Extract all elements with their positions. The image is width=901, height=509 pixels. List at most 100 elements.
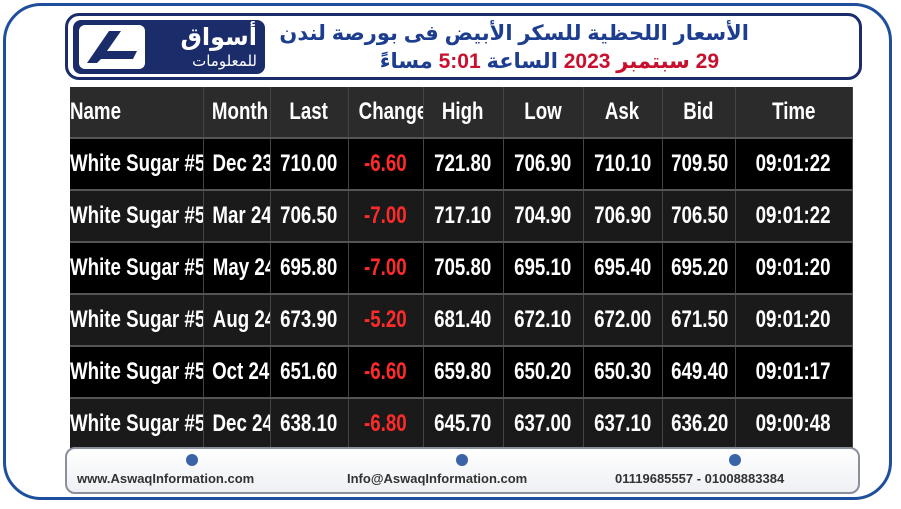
cell-text: 721.80 [434,150,492,177]
cell-text: 706.90 [514,150,572,177]
table-cell: Dec 24 [203,398,271,449]
table-cell: 709.50 [662,138,736,190]
cell-text: Dec 23 [212,150,270,177]
web-icon [186,454,198,466]
column-header-text: Bid [683,98,714,125]
website: www.AswaqInformation.com [77,471,255,486]
cell-text: 695.20 [670,254,728,281]
cell-text: 717.10 [434,202,492,229]
table-cell: 09:01:20 [735,242,853,294]
table-row: White Sugar #5 Oct 24 651.60 -6.60 659.80 650… [70,346,853,398]
cell-text: White Sugar #5 [70,202,203,229]
cell-text: 650.20 [514,358,572,385]
cell-text: -7.00 [364,254,407,281]
cell-text: 637.00 [514,410,572,437]
cell-text: 706.50 [670,202,728,229]
column-header: Name [70,87,204,138]
table-cell: -6.80 [348,398,424,449]
table-cell: 705.80 [423,242,504,294]
title: الأسعار اللحظية للسكر الأبيض فى بورصة لن… [279,22,749,45]
table-cell: May 24 [203,242,271,294]
cell-text: -6.80 [364,410,407,437]
table-cell: White Sugar #5 [70,346,204,398]
cell-text: White Sugar #5 [70,306,203,333]
table-cell: 638.10 [270,398,349,449]
table-cell: 695.20 [662,242,736,294]
table-row: White Sugar #5 Dec 23 710.00 -6.60 721.80 706… [70,138,853,190]
cell-text: 706.50 [280,202,338,229]
cell-text: 695.10 [514,254,572,281]
cell-text: 659.80 [434,358,492,385]
cell-text: 649.40 [670,358,728,385]
column-header-text: Change [358,98,423,125]
cell-text: 710.00 [280,150,338,177]
header: أسواق للمعلومات الأسعار اللحظية للسكر ال… [65,13,862,80]
cell-text: 695.40 [593,254,652,281]
cell-text: 09:01:17 [756,358,831,385]
cell-text: White Sugar #5 [70,254,203,281]
cell-text: 637.10 [593,410,652,437]
cell-text: 709.50 [670,150,728,177]
cell-text: 704.90 [514,202,572,229]
table-cell: 09:01:22 [735,190,853,242]
logo-tagline: للمعلومات [192,53,257,70]
email-icon [456,454,468,466]
table-cell: 659.80 [423,346,504,398]
cell-text: May 24 [212,254,270,281]
table-cell: 650.20 [503,346,584,398]
cell-text: 672.00 [593,306,652,333]
cell-text: 645.70 [434,410,492,437]
table-cell: 672.00 [583,294,663,346]
phones: 01119685557 - 01008883384 [615,471,785,486]
table-cell: 710.00 [270,138,349,190]
table-cell: 706.50 [662,190,736,242]
column-header: Bid [662,87,736,138]
frame [3,3,892,500]
column-header: High [423,87,504,138]
column-header-text: Last [289,98,329,125]
column-header-text: Low [524,98,562,125]
table-cell: 637.00 [503,398,584,449]
cell-text: -6.60 [364,358,407,385]
price-table: Name Month Last Change High Low Ask Bid Time Whi… [70,87,853,449]
column-header-text: High [442,98,484,125]
cell-text: White Sugar #5 [70,358,203,385]
table-cell: 636.20 [662,398,736,449]
cell-text: 650.30 [593,358,652,385]
table-row: White Sugar #5 May 24 695.80 -7.00 705.80 695… [70,242,853,294]
table-cell: 651.60 [270,346,349,398]
table-cell: 695.40 [583,242,663,294]
time: 5:01 [438,50,481,73]
table-cell: White Sugar #5 [70,242,204,294]
table-cell: 681.40 [423,294,504,346]
logo-mark [87,31,137,63]
cell-text: 673.90 [280,306,338,333]
table-cell: 721.80 [423,138,504,190]
logo-icon [79,25,145,69]
logo: أسواق للمعلومات [73,20,265,74]
date: 29 سبتمبر 2023 [563,50,719,73]
table-cell: 706.50 [270,190,349,242]
table-cell: 09:01:22 [735,138,853,190]
cell-text: 672.10 [514,306,572,333]
table-cell: 09:00:48 [735,398,853,449]
cell-text: 638.10 [280,410,338,437]
period: مساءً [379,50,433,73]
table-cell: 637.10 [583,398,663,449]
table-cell: Aug 24 [203,294,271,346]
table-cell: -6.60 [348,346,424,398]
cell-text: -6.60 [364,150,407,177]
table-cell: Dec 23 [203,138,271,190]
table-cell: 671.50 [662,294,736,346]
table-cell: 672.10 [503,294,584,346]
cell-text: 671.50 [670,306,728,333]
cell-text: Aug 24 [212,306,270,333]
table-cell: -7.00 [348,190,424,242]
table-cell: -6.60 [348,138,424,190]
column-header-text: Month [211,98,268,125]
column-header-text: Name [70,98,121,125]
column-header: Change [348,87,424,138]
table-cell: Oct 24 [203,346,271,398]
cell-text: White Sugar #5 [70,410,203,437]
